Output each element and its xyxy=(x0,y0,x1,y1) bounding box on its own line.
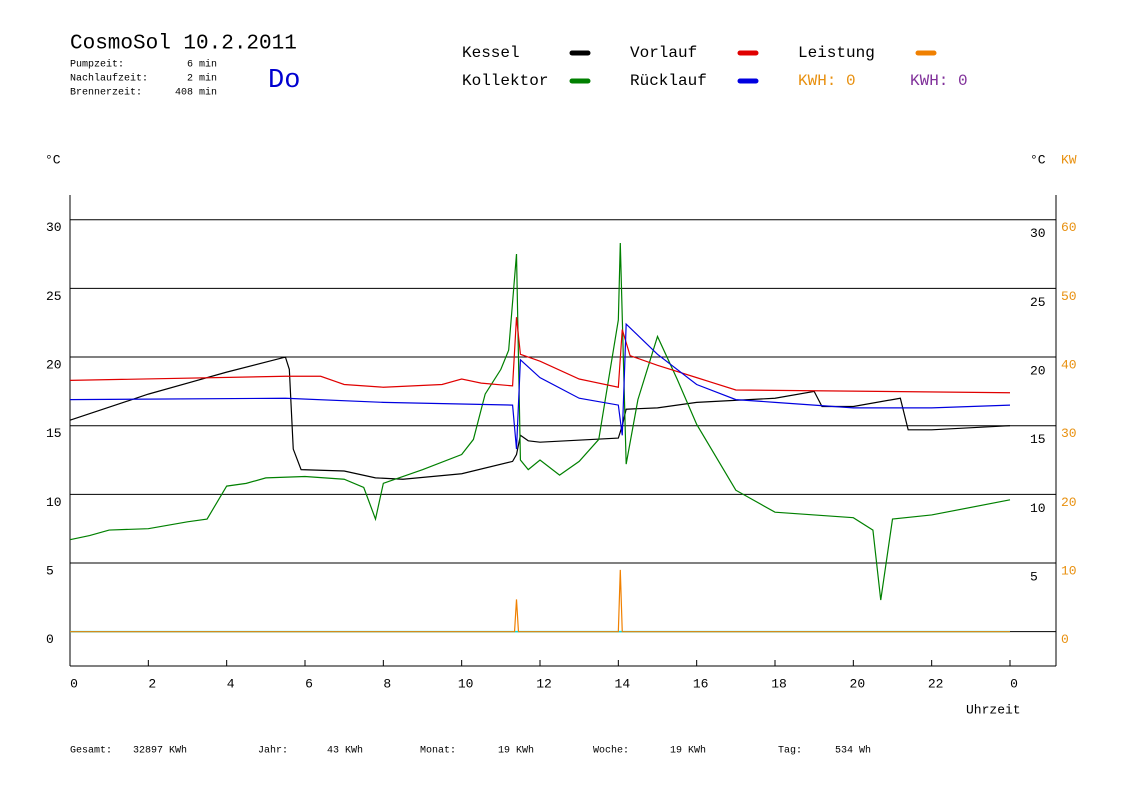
footer-label: Monat: xyxy=(420,746,456,757)
series-line xyxy=(70,569,1010,633)
x-tick-label: 20 xyxy=(850,676,866,691)
footer-value: 19 KWh xyxy=(670,745,706,757)
footer-value: 32897 KWh xyxy=(133,745,187,757)
x-tick-label: 0 xyxy=(70,676,78,691)
x-tick-label: 2 xyxy=(148,676,156,691)
x-tick-label: 16 xyxy=(693,676,709,691)
kwh-label: KWH: 0 xyxy=(910,72,968,90)
legend-label: Kollektor xyxy=(462,72,548,90)
y2-unit: KW xyxy=(1061,152,1077,167)
stat-value: 2 min xyxy=(187,73,217,85)
x-tick-label: 6 xyxy=(305,676,313,691)
x-tick-label: 12 xyxy=(536,676,552,691)
y-right-tick-label: 5 xyxy=(1030,569,1038,584)
series-line xyxy=(69,356,1011,480)
y-tick-label: 5 xyxy=(46,563,54,578)
y-right-tick-label: 30 xyxy=(1030,226,1046,241)
stat-value: 6 min xyxy=(187,59,217,71)
series-line xyxy=(69,322,1011,450)
y-right-tick-label: 10 xyxy=(1030,501,1046,516)
y2-tick-label: 20 xyxy=(1061,495,1077,510)
legend-label: Vorlauf xyxy=(630,44,697,62)
x-axis-label: Uhrzeit xyxy=(966,702,1021,717)
footer-value: 534 Wh xyxy=(835,745,871,757)
y-unit-left: °C xyxy=(45,152,61,167)
chart-title: CosmoSol 10.2.2011 xyxy=(70,33,297,56)
y-right-tick-label: 15 xyxy=(1030,432,1046,447)
stat-label: Pumpzeit: xyxy=(70,59,124,71)
x-tick-label: 8 xyxy=(383,676,391,691)
series-line xyxy=(69,243,1011,601)
y2-tick-label: 10 xyxy=(1061,563,1077,578)
legend-label: Leistung xyxy=(798,44,875,62)
footer-value: 43 KWh xyxy=(327,745,363,757)
legend-label: Rücklauf xyxy=(630,72,707,90)
y2-tick-label: 30 xyxy=(1061,426,1077,441)
stat-label: Nachlaufzeit: xyxy=(70,73,148,85)
y-tick-label: 0 xyxy=(46,632,54,647)
y2-tick-label: 50 xyxy=(1061,289,1077,304)
weekday: Do xyxy=(268,66,300,96)
footer-label: Tag: xyxy=(778,746,802,757)
y-tick-label: 20 xyxy=(46,357,62,372)
x-tick-label: 0 xyxy=(1010,676,1018,691)
y2-tick-label: 60 xyxy=(1061,220,1077,235)
x-tick-label: 4 xyxy=(227,676,235,691)
x-tick-label: 10 xyxy=(458,676,474,691)
footer-label: Gesamt: xyxy=(70,746,112,757)
x-tick-label: 18 xyxy=(771,676,787,691)
x-tick-label: 14 xyxy=(615,676,631,691)
y-tick-label: 10 xyxy=(46,495,62,510)
footer-value: 19 KWh xyxy=(498,745,534,757)
legend-label: Kessel xyxy=(462,44,520,62)
y-tick-label: 25 xyxy=(46,289,62,304)
footer-label: Jahr: xyxy=(258,745,288,757)
y2-tick-label: 40 xyxy=(1061,357,1077,372)
stat-label: Brennerzeit: xyxy=(70,87,142,99)
kwh-label: KWH: 0 xyxy=(798,72,856,90)
series-line xyxy=(69,317,1011,394)
x-tick-label: 22 xyxy=(928,676,944,691)
y-right-tick-label: 25 xyxy=(1030,295,1046,310)
footer-label: Woche: xyxy=(593,745,629,757)
y-right-tick-label: 20 xyxy=(1030,363,1046,378)
y-tick-label: 30 xyxy=(46,220,62,235)
y-tick-label: 15 xyxy=(46,426,62,441)
stat-value: 408 min xyxy=(175,87,217,99)
y2-tick-label: 0 xyxy=(1061,632,1069,647)
y-unit-right: °C xyxy=(1030,152,1046,167)
